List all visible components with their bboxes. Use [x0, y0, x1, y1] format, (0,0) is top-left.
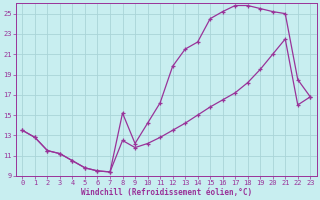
X-axis label: Windchill (Refroidissement éolien,°C): Windchill (Refroidissement éolien,°C) — [81, 188, 252, 197]
